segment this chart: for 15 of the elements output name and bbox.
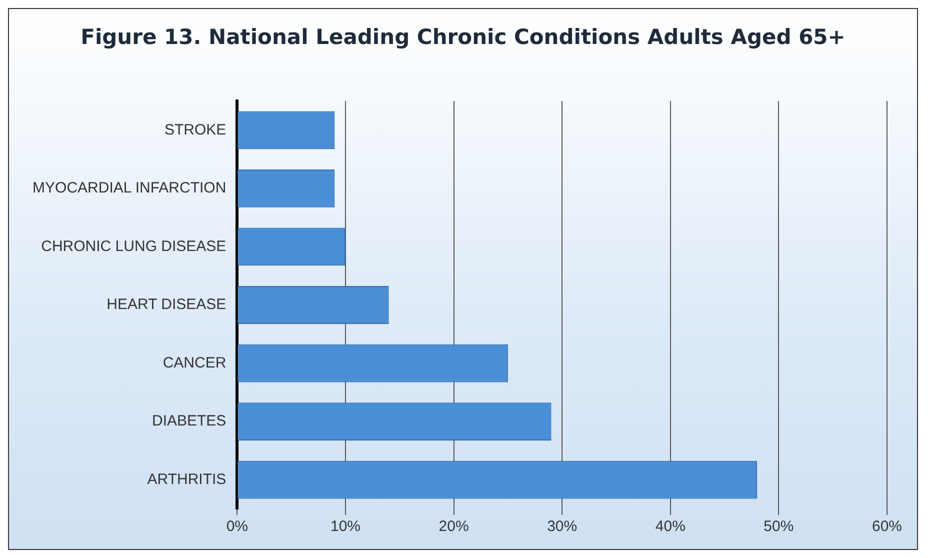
x-tick-label: 60% (872, 518, 902, 536)
y-tick-label: HEART DISEASE (106, 296, 226, 314)
x-tick-label: 20% (438, 518, 469, 536)
y-tick-label: MYOCARDIAL INFARCTION (32, 180, 226, 197)
x-tick-label: 0% (226, 518, 248, 536)
x-tick-label: 40% (655, 518, 686, 536)
x-tick-label: 50% (764, 518, 794, 536)
y-tick-label: DIABETES (152, 412, 226, 430)
x-tick-label: 30% (547, 518, 578, 536)
y-tick-label: CHRONIC LUNG DISEASE (41, 238, 226, 255)
chart-title: Figure 13. National Leading Chronic Conditions Adults Aged 65+ (80, 24, 846, 51)
y-tick-label: CANCER (162, 354, 226, 372)
y-tick-label: STROKE (164, 121, 226, 138)
x-tick-label: 10% (330, 518, 361, 536)
y-tick-label: ARTHRITIS (147, 471, 226, 488)
